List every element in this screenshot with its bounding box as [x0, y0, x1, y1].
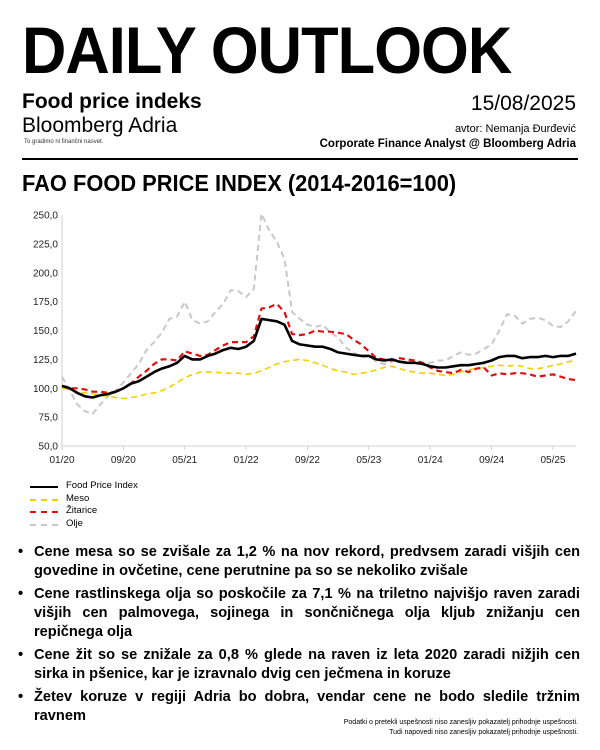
y-tick-label: 225,0 [33, 239, 58, 250]
y-tick-label: 200,0 [33, 268, 58, 279]
tagline: To gradimo ni finančni nasvet. [24, 139, 104, 145]
x-tick-label: 05/21 [172, 455, 197, 466]
y-axis: 50,0 75,0 100,0 125,0 150,0 175,0 200,0 225,0 25… [33, 211, 63, 453]
disclaimer: Podatki o pretekli uspešnosti niso zanes… [344, 718, 578, 738]
legend-swatch [30, 523, 58, 526]
legend-label: Olje [66, 517, 83, 529]
disclaimer-line: Tudi napovedi niso zanesljiv pokazatelj … [389, 729, 578, 736]
series-line-meso [61, 358, 577, 400]
key-points-list: Cene mesa so se zvišale za 1,2 % na nov … [18, 543, 580, 730]
series-line-olje [61, 212, 577, 415]
x-axis: 01/20 09/20 05/21 01/22 09/22 05/23 01/24 09/24… [49, 445, 576, 466]
legend-swatch [30, 486, 58, 488]
legend-item: Žitarice [30, 505, 138, 518]
key-point: Cene rastlinskega olja so poskočile za 7… [18, 585, 580, 642]
x-tick-label: 01/20 [49, 455, 74, 466]
x-tick-label: 09/22 [295, 455, 320, 466]
series-line-zitarice [61, 302, 577, 394]
chart-legend: Food Price Index Meso Žitarice Olje [30, 480, 138, 530]
y-tick-label: 150,0 [33, 326, 58, 337]
key-point: Cene žit so se znižale za 0,8 % glede na… [18, 646, 580, 684]
key-point: Cene mesa so se zvišale za 1,2 % na nov … [18, 543, 580, 581]
y-tick-label: 250,0 [33, 211, 58, 222]
legend-item: Olje [30, 518, 138, 531]
brand-name: Bloomberg Adria [22, 114, 178, 137]
series-layer [61, 212, 577, 415]
y-tick-label: 175,0 [33, 297, 58, 308]
series-line-food-price-index [61, 317, 577, 399]
y-tick-label: 100,0 [33, 384, 58, 395]
author: avtor: Nemanja Đurđević [454, 123, 576, 135]
page-title: DAILY OUTLOOK [22, 13, 512, 87]
legend-item: Meso [30, 493, 138, 506]
legend-swatch [30, 511, 58, 513]
x-tick-label: 09/20 [111, 455, 136, 466]
x-tick-label: 01/24 [418, 455, 443, 466]
key-point: Žetev koruze v regiji Adria bo dobra, ve… [18, 688, 580, 726]
disclaimer-line: Podatki o pretekli uspešnosti niso zanes… [343, 719, 578, 726]
author-role: Corporate Finance Analyst @ Bloomberg Ad… [319, 138, 576, 150]
y-tick-label: 75,0 [39, 413, 59, 424]
report-date: 15/08/2025 [470, 92, 576, 115]
line-chart: 50,0 75,0 100,0 125,0 150,0 175,0 200,0 225,0 25… [33, 211, 577, 466]
legend-label: Food Price Index [66, 480, 138, 491]
x-tick-label: 05/25 [540, 455, 565, 466]
y-tick-label: 125,0 [33, 355, 58, 366]
legend-label: Žitarice [66, 505, 98, 516]
legend-item: Food Price Index [30, 480, 138, 493]
report-subtitle: Food price indeks [22, 90, 202, 113]
x-tick-label: 09/24 [479, 455, 504, 466]
y-tick-label: 50,0 [39, 442, 59, 453]
legend-swatch [30, 498, 58, 501]
legend-label: Meso [66, 492, 90, 504]
x-tick-label: 05/23 [356, 455, 381, 466]
x-tick-label: 01/22 [234, 455, 259, 466]
header-divider [22, 158, 578, 160]
chart-title: FAO FOOD PRICE INDEX (2014-2016=100) [22, 170, 457, 196]
